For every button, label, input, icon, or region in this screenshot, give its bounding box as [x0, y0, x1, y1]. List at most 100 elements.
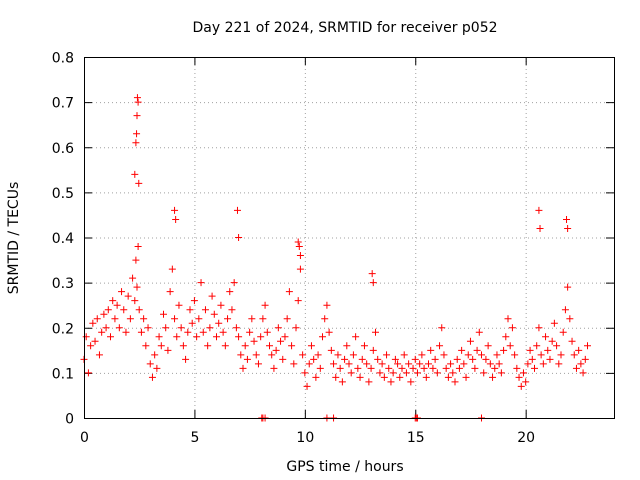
data-point: [135, 306, 143, 314]
data-point: [277, 337, 285, 345]
data-point: [473, 346, 481, 354]
y-tick-label: 0.4: [52, 231, 74, 247]
data-point: [155, 333, 163, 341]
data-point: [133, 94, 141, 102]
data-point: [323, 301, 331, 309]
data-point: [292, 324, 300, 332]
data-point: [299, 351, 307, 359]
data-point: [387, 378, 395, 386]
data-point: [515, 373, 523, 381]
data-point: [542, 333, 550, 341]
data-point: [460, 360, 468, 368]
data-point: [134, 243, 142, 251]
data-point: [369, 346, 377, 354]
data-point: [215, 319, 223, 327]
x-tick-label: 0: [80, 430, 89, 446]
data-point: [295, 243, 303, 251]
data-point: [343, 342, 351, 350]
data-point: [413, 369, 421, 377]
data-point: [394, 360, 402, 368]
data-point: [87, 342, 95, 350]
data-point: [325, 328, 333, 336]
data-point: [513, 364, 521, 372]
data-point: [471, 364, 479, 372]
data-points: [80, 94, 591, 422]
data-point: [285, 288, 293, 296]
data-point: [166, 288, 174, 296]
data-point: [118, 288, 126, 296]
data-point: [248, 315, 256, 323]
data-point: [131, 170, 139, 178]
data-point: [451, 378, 459, 386]
data-point: [254, 360, 262, 368]
data-point: [171, 315, 179, 323]
data-point: [536, 224, 544, 232]
data-point: [296, 252, 304, 260]
data-point: [466, 337, 474, 345]
data-point: [491, 364, 499, 372]
data-point: [305, 360, 313, 368]
data-point: [168, 265, 176, 273]
data-point: [330, 360, 338, 368]
data-point: [131, 297, 139, 305]
data-point: [517, 382, 525, 390]
data-point: [115, 324, 123, 332]
data-point: [526, 346, 534, 354]
data-point: [235, 333, 243, 341]
data-point: [151, 351, 159, 359]
data-point: [107, 333, 114, 341]
data-point: [274, 324, 282, 332]
data-point: [162, 324, 170, 332]
data-point: [142, 342, 150, 350]
data-point: [563, 215, 571, 223]
data-point: [584, 342, 591, 350]
data-point: [564, 224, 572, 232]
data-point: [157, 342, 165, 350]
y-tick-label: 0.7: [52, 96, 74, 112]
data-point: [133, 112, 141, 120]
data-point: [301, 369, 309, 377]
data-point: [195, 315, 203, 323]
data-point: [160, 310, 167, 318]
data-point: [482, 355, 490, 363]
data-point: [303, 382, 311, 390]
data-point: [409, 364, 417, 372]
x-tick-label: 20: [517, 430, 535, 446]
data-point: [213, 333, 220, 341]
data-point: [232, 324, 240, 332]
axis-ticks: 0 0.1 0.2 0.3 0.4 0.5 0.6 0.7 0.8 0 5 10 15 20: [52, 51, 614, 446]
data-point: [314, 351, 322, 359]
data-point: [420, 364, 428, 372]
plot-frame: [84, 57, 615, 419]
data-point: [334, 351, 342, 359]
data-point: [173, 333, 181, 341]
y-tick-label: 0.1: [52, 366, 74, 382]
data-point: [210, 310, 218, 318]
data-point: [511, 351, 519, 359]
data-point: [219, 328, 227, 336]
data-point: [235, 234, 243, 241]
data-point: [469, 355, 477, 363]
data-point: [537, 351, 545, 359]
data-point: [184, 328, 192, 336]
data-point: [345, 360, 353, 368]
data-point: [550, 319, 558, 327]
data-point: [391, 355, 399, 363]
x-axis-label: GPS time / hours: [286, 459, 403, 475]
data-point: [440, 351, 448, 359]
x-tick-label: 10: [296, 430, 314, 446]
data-point: [462, 373, 470, 381]
data-point: [126, 315, 134, 323]
data-point: [486, 360, 494, 368]
data-point: [572, 364, 580, 372]
data-point: [208, 292, 216, 300]
data-point: [442, 364, 450, 372]
data-point: [263, 328, 271, 336]
data-point: [228, 306, 236, 314]
y-tick-label: 0.6: [52, 141, 74, 157]
data-point: [354, 364, 362, 372]
data-point: [444, 373, 452, 381]
data-point: [321, 315, 329, 323]
data-point: [95, 351, 103, 359]
data-point: [206, 324, 214, 332]
